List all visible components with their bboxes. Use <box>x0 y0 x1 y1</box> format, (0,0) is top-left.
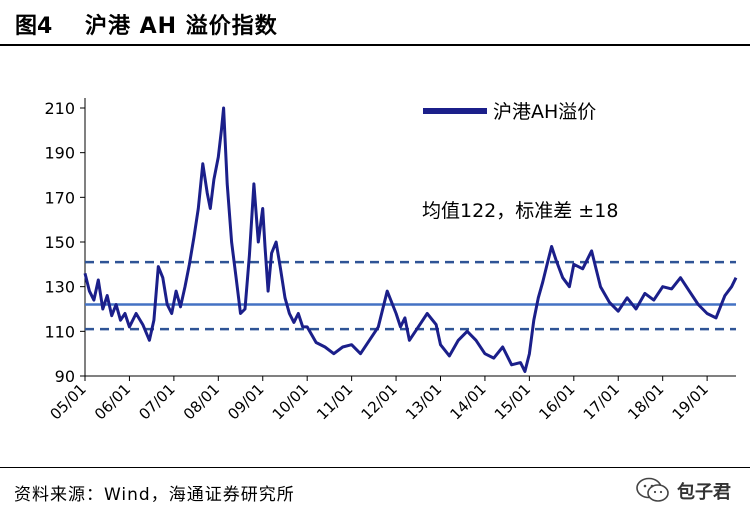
x-tick-label: 10/01 <box>269 380 312 423</box>
x-tick-label: 11/01 <box>313 380 356 423</box>
y-tick-label: 210 <box>44 99 75 118</box>
x-tick-label: 16/01 <box>535 380 578 423</box>
y-tick-label: 130 <box>44 278 75 297</box>
wechat-icon <box>636 477 669 502</box>
y-tick-label: 150 <box>44 233 75 252</box>
x-tick-label: 14/01 <box>446 380 489 423</box>
x-tick-label: 19/01 <box>669 380 712 423</box>
x-tick-label: 12/01 <box>358 380 401 423</box>
figure-header: 图4 沪港 AH 溢价指数 <box>0 0 750 44</box>
line-chart: 90 110 130 150 170 190 210 05/01 06/01 07/01 08/01… <box>44 98 738 423</box>
series-line-0 <box>83 106 738 373</box>
x-tick-label: 05/01 <box>47 380 90 423</box>
x-tick-label: 18/01 <box>624 380 667 423</box>
watermark-text: 包子君 <box>677 482 731 503</box>
source-note: 资料来源：Wind，海通证券研究所 <box>14 485 295 505</box>
chart-area: 90 110 130 150 170 190 210 05/01 06/01 07/01 08/01… <box>0 46 750 465</box>
footer-divider <box>0 467 750 468</box>
header-divider <box>0 44 750 46</box>
x-tick-label: 08/01 <box>180 380 223 423</box>
y-tick-label: 170 <box>44 188 75 207</box>
x-tick-label: 07/01 <box>135 380 178 423</box>
x-tick-label: 09/01 <box>224 380 267 423</box>
x-tick-label: 06/01 <box>91 380 134 423</box>
y-tick-label: 110 <box>44 322 75 341</box>
x-tick-label: 15/01 <box>491 380 534 423</box>
y-tick-label: 90 <box>55 367 75 386</box>
watermark: 包子君 <box>635 474 747 506</box>
legend-label: 沪港AH溢价 <box>493 101 596 123</box>
figure-title: 沪港 AH 溢价指数 <box>85 14 278 39</box>
annotation-text: 均值122，标准差 ±18 <box>422 200 618 222</box>
y-tick-label: 190 <box>44 144 75 163</box>
x-tick-label: 17/01 <box>580 380 623 423</box>
figure-number: 图4 <box>15 14 53 39</box>
x-tick-label: 13/01 <box>402 380 445 423</box>
legend: 沪港AH溢价 <box>423 101 596 123</box>
